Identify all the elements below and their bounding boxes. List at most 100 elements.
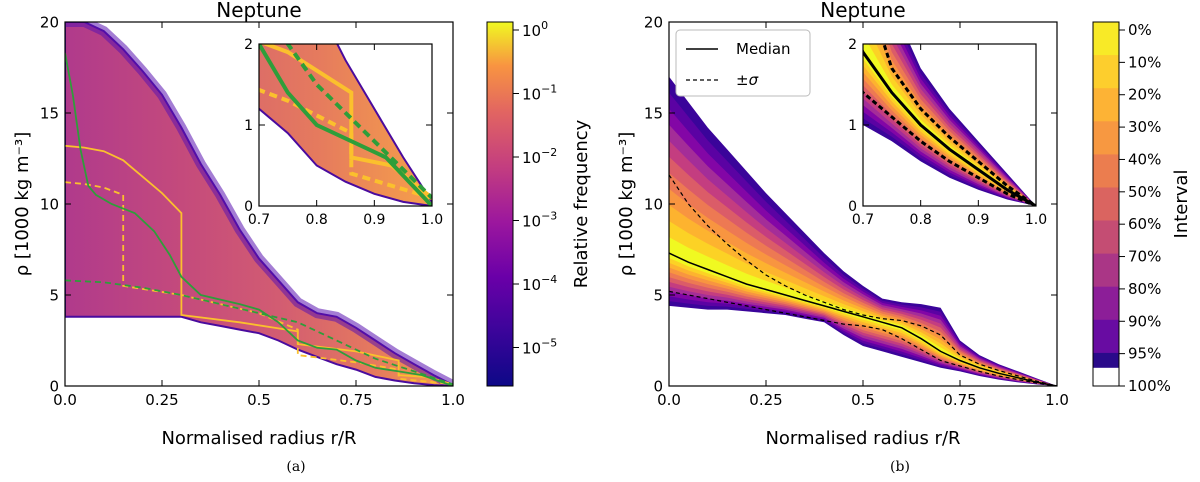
panel-b-ytick-label: 20	[644, 13, 663, 31]
panel-a-ytick-label: 20	[40, 13, 59, 31]
panel-b-ylabel: ρ [1000 kg m⁻³]	[616, 132, 637, 277]
legend-sigma-label: ±σ	[736, 71, 759, 89]
panel-b-inset-xtick-label: 0.7	[852, 212, 874, 228]
panel-b-cbar-step	[1093, 22, 1119, 56]
panel-b-inset-xtick-label: 0.8	[910, 212, 932, 228]
panel-b-caption: (b)	[890, 459, 910, 475]
panel-a-cbar-tick-label: 10−4	[522, 273, 557, 294]
panel-a-colorbar	[486, 21, 514, 387]
panel-b-cbar-step	[1093, 121, 1119, 155]
panel-b-xtick-label: 0.5	[851, 391, 875, 409]
panel-b-ytick-label: 15	[644, 104, 663, 122]
panel-b-inset-ytick-label: 2	[848, 37, 857, 53]
panel-b-title: Neptune	[820, 0, 905, 22]
panel-a-ytick-label: 0	[49, 377, 59, 395]
panel-b-inset-xtick-label: 1.0	[1025, 212, 1047, 228]
panel-a-inset-ytick-label: 2	[244, 37, 253, 53]
panel-b-cbar-tick-label: 40%	[1128, 150, 1161, 168]
panel-b-cbar-step	[1093, 88, 1119, 122]
panel-a-series-0	[65, 144, 453, 386]
panel-a-title: Neptune	[216, 0, 301, 22]
panel-a-inset-series-3	[285, 44, 432, 200]
panel-a-xtick-label: 1.0	[441, 391, 465, 409]
panel-b-colorbar-frame	[1092, 21, 1120, 387]
panel-b-cbar-step	[1093, 154, 1119, 188]
panel-a-series-2	[65, 52, 453, 386]
panel-b-cbar-tick-label: 70%	[1128, 248, 1161, 266]
panel-b-median-line	[669, 252, 1057, 386]
panel-a-xtick-label: 0.25	[145, 391, 178, 409]
panel-b-xtick-label: 1.0	[1045, 391, 1069, 409]
panel-b-colorbar	[1093, 22, 1119, 387]
panel-b-inset-xtick-label: 0.9	[967, 212, 989, 228]
panel-a-colorbar-ticks: 100 10−1 10−2 10−3 10−4 10−5	[513, 19, 557, 358]
panel-b-inset-median	[863, 48, 1036, 206]
panel-b-cbar-step	[1093, 253, 1119, 288]
panel-a-series-group	[65, 52, 453, 386]
panel-a-ytick-label: 10	[40, 195, 59, 213]
panel-b-cbar-step	[1093, 319, 1119, 354]
panel-b-xtick-label: 0.0	[657, 391, 681, 409]
panel-b-cbar-step-white	[1093, 367, 1119, 386]
panel-a-xlabel: Normalised radius r/R	[161, 428, 356, 449]
panel-b-cbar-tick-label: 20%	[1128, 86, 1161, 104]
panel-a-envelope-edge	[65, 22, 453, 386]
panel-b-ytick-label: 0	[653, 377, 663, 395]
panel-b-inset-band-1	[863, 44, 1036, 206]
panel-b-cbar-tick-label: 10%	[1128, 53, 1161, 71]
panel-a-ylabel: ρ [1000 kg m⁻³]	[12, 132, 33, 277]
panel-b-colorbar-label: Interval	[1171, 170, 1192, 239]
panel-b-cbar-tick-label: 30%	[1128, 118, 1161, 136]
panel-b-xtick-label: 0.25	[749, 391, 782, 409]
panel-a-cbar-tick-label: 10−1	[522, 83, 557, 104]
panel-b-cbar-step	[1093, 220, 1119, 255]
legend-median-label: Median	[736, 40, 791, 58]
panel-b-inset-sigma-upper	[882, 44, 1036, 206]
panel-a-xtick-label: 0.5	[247, 391, 271, 409]
panel-b-cbar-tick-label: 95%	[1128, 345, 1161, 363]
panel-b-cbar-step	[1093, 286, 1119, 321]
panel-b-cbar-step	[1093, 187, 1119, 222]
panel-b-cbar-tick-label: 100%	[1128, 377, 1171, 395]
panel-a-xtick-label: 0.75	[339, 391, 372, 409]
panel-b-cbar-step	[1093, 55, 1119, 89]
panel-b-cbar-tick-label: 90%	[1128, 312, 1161, 330]
panel-a-cbar-tick-label: 100	[522, 19, 548, 40]
panel-b-ytick-label: 10	[644, 195, 663, 213]
panel-b-xtick-label: 0.75	[943, 391, 976, 409]
panel-b-colorbar-ticks: 0% 10% 20% 30% 40% 50% 60% 70% 80% 90% 95% 100%	[1119, 21, 1171, 395]
panel-a-cbar-tick-label: 10−2	[522, 146, 557, 167]
panel-b-sigma-upper-line	[669, 174, 1057, 386]
panel-b-inset-bands	[863, 44, 1036, 206]
panel-b-ytick-label: 5	[653, 286, 663, 304]
panel-b-cbar-tick-label: 0%	[1128, 21, 1152, 39]
panel-a-inset-ytick-label: 1	[244, 118, 253, 134]
panel-b-inset-ytick-label: 0	[848, 199, 857, 215]
panel-a-ytick-label: 15	[40, 104, 59, 122]
panel-a-inset-xtick-label: 0.8	[306, 212, 328, 228]
panel-a-ytick-label: 5	[49, 286, 59, 304]
panel-a-inset-xtick-label: 1.0	[421, 212, 443, 228]
panel-a-inset-ytick-label: 0	[244, 199, 253, 215]
panel-a-xtick-label: 0.0	[53, 391, 77, 409]
panel-a-cbar-tick-label: 10−5	[522, 337, 557, 358]
panel-a-inset-series-0	[260, 44, 432, 200]
panel-a-inset-xtick-label: 0.9	[363, 212, 385, 228]
panel-b-sigma-lower-line	[669, 290, 1057, 386]
panel-b-interval-bands	[669, 76, 1057, 386]
panel-a-series-3	[65, 279, 453, 386]
panel-b-inset-ytick-label: 1	[848, 118, 857, 134]
panel-a-inset-series-2	[259, 44, 432, 206]
panel-a-caption: (a)	[286, 459, 305, 475]
panel-b-cbar-tick-label: 60%	[1128, 215, 1161, 233]
panel-a-cbar-tick-label: 10−3	[522, 210, 557, 231]
panel-a-inset-axes: 0.7 0.8 0.9 1.0 0 1 2	[244, 37, 443, 228]
panel-b-inset-band-3	[863, 44, 1036, 206]
panel-b-cbar-tick-label: 80%	[1128, 280, 1161, 298]
panel-b-legend: Median ±σ	[675, 29, 811, 97]
